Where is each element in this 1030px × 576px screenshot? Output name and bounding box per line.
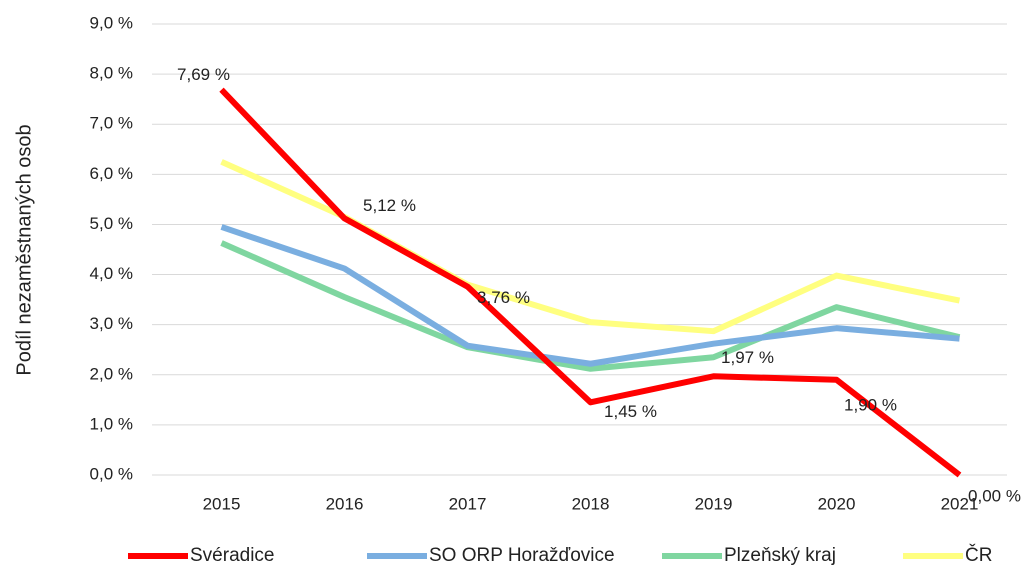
x-tick-label: 2017 <box>449 494 487 513</box>
data-label: 7,69 % <box>177 65 230 84</box>
y-tick-label: 5,0 % <box>90 214 133 233</box>
series-line <box>220 224 960 367</box>
series-line <box>220 240 961 372</box>
y-tick-label: 0,0 % <box>90 464 133 483</box>
y-tick-label: 1,0 % <box>90 414 133 433</box>
series-line <box>220 159 961 335</box>
data-label: 0,00 % <box>968 486 1021 505</box>
data-label: 3,76 % <box>477 288 530 307</box>
y-tick-label: 4,0 % <box>90 264 133 283</box>
y-tick-label: 2,0 % <box>90 364 133 383</box>
y-tick-label: 8,0 % <box>90 64 133 83</box>
y-tick-label: 7,0 % <box>90 114 133 133</box>
y-tick-label: 3,0 % <box>90 314 133 333</box>
x-tick-label: 2016 <box>326 494 364 513</box>
x-tick-label: 2020 <box>818 494 856 513</box>
data-label: 1,97 % <box>721 348 774 367</box>
y-tick-label: 9,0 % <box>90 13 133 32</box>
legend-label: Svéradice <box>190 545 275 566</box>
y-tick-label: 6,0 % <box>90 164 133 183</box>
legend-label: ČR <box>965 544 992 566</box>
x-tick-label: 2015 <box>203 494 241 513</box>
x-tick-label: 2019 <box>695 494 733 513</box>
y-axis-title: Podíl nezaměstnaných osob <box>13 124 35 375</box>
legend-label: SO ORP Horažďovice <box>429 545 615 566</box>
legend-label: Plzeňský kraj <box>724 545 836 566</box>
data-label: 5,12 % <box>363 196 416 215</box>
series-line <box>219 87 962 478</box>
x-tick-label: 2021 <box>941 494 979 513</box>
data-label: 1,45 % <box>604 402 657 421</box>
x-tick-label: 2018 <box>572 494 610 513</box>
data-label: 1,90 % <box>844 395 897 414</box>
